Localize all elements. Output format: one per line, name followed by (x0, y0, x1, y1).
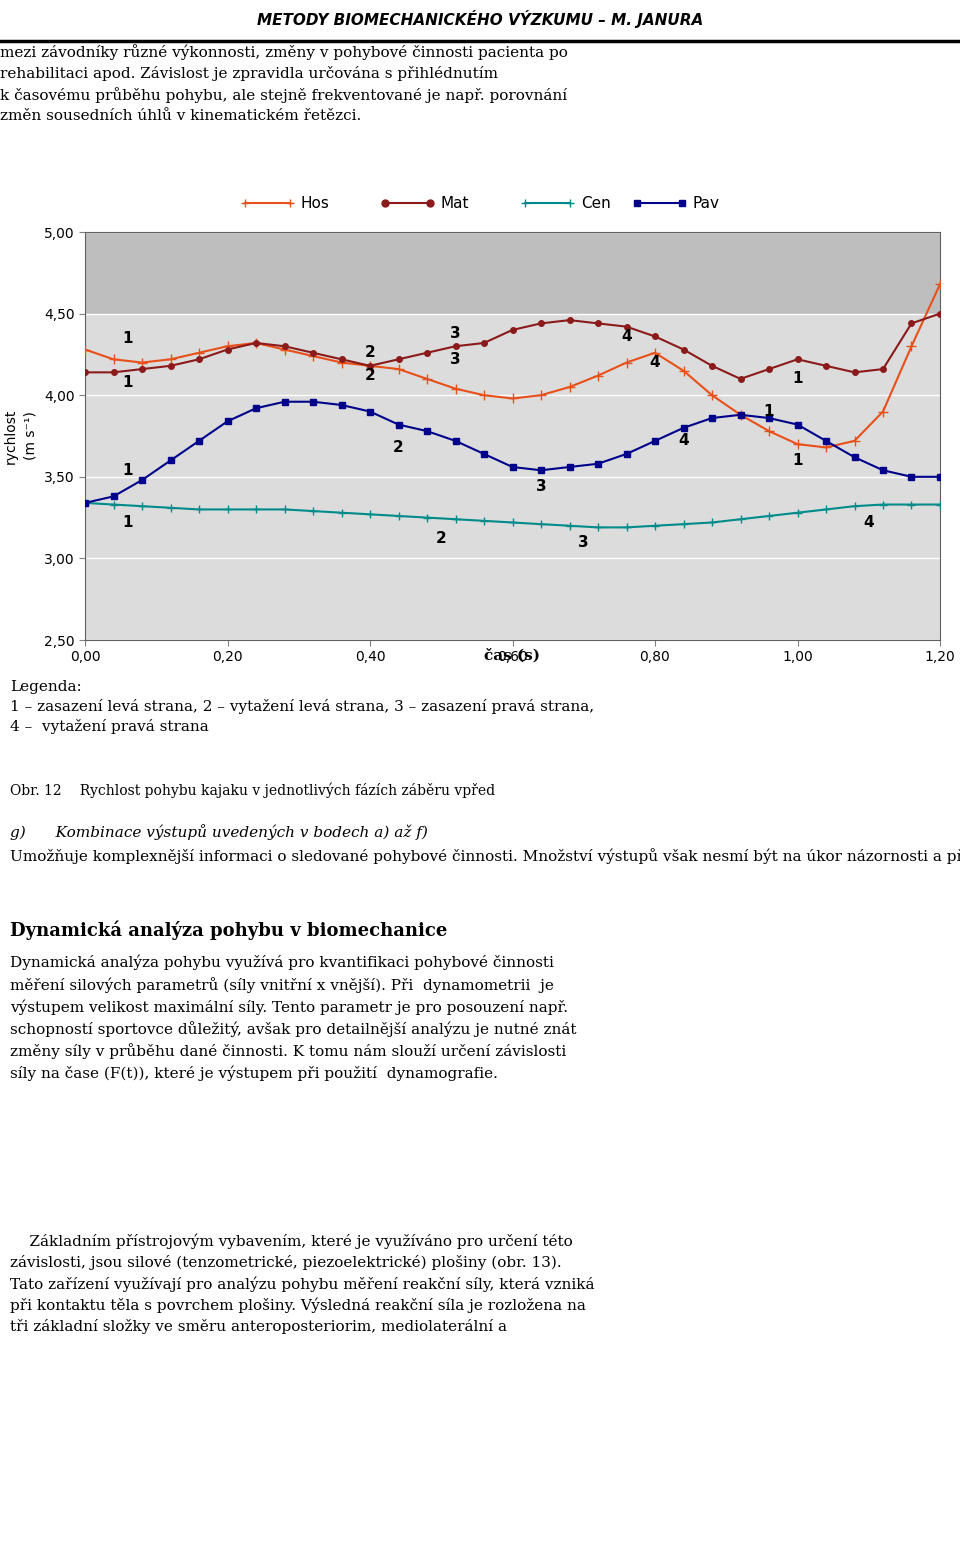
Text: Mat: Mat (441, 196, 469, 210)
Text: 2: 2 (436, 531, 446, 546)
Text: 3: 3 (450, 352, 461, 367)
Bar (85, 231, 940, 313)
Text: Dynamická analýza pohybu v biomechanice: Dynamická analýza pohybu v biomechanice (10, 920, 447, 940)
Text: 4: 4 (621, 329, 632, 344)
Text: 2: 2 (365, 369, 375, 383)
Text: čas (s): čas (s) (485, 648, 540, 662)
Text: 3: 3 (536, 478, 546, 494)
Text: Obr. 12  Rychlost pohybu kajaku v jednotlivých fázích záběru vpřed: Obr. 12 Rychlost pohybu kajaku v jednotl… (10, 782, 495, 798)
Text: 4: 4 (650, 355, 660, 370)
Text: g)    Kombinace výstupů uvedených v bodech a) až f): g) Kombinace výstupů uvedených v bodech … (10, 824, 428, 841)
Text: mezi závodníky různé výkonnosti, změny v pohybové činnosti pacienta po
rehabilit: mezi závodníky různé výkonnosti, změny v… (0, 45, 568, 123)
Text: 1: 1 (792, 372, 803, 386)
Text: Umožňuje komplexnější informaci o sledované pohybové činnosti. Množství výstupů : Umožňuje komplexnější informaci o sledov… (10, 849, 960, 864)
Text: Cen: Cen (581, 196, 611, 210)
Text: 1: 1 (123, 515, 133, 529)
Text: 1: 1 (123, 330, 133, 346)
Text: 1: 1 (123, 375, 133, 390)
Text: Legenda:
1 – zasazení levá strana, 2 – vytažení levá strana, 3 – zasazení pravá : Legenda: 1 – zasazení levá strana, 2 – v… (10, 680, 594, 733)
Text: 2: 2 (394, 440, 404, 455)
Text: METODY BIOMECHANICKÉHO VÝZKUMU – M. JANURA: METODY BIOMECHANICKÉHO VÝZKUMU – M. JANU… (257, 9, 703, 28)
Text: 4: 4 (863, 515, 874, 529)
Bar (85, 313, 940, 640)
Text: 1: 1 (123, 463, 133, 478)
Text: 4: 4 (678, 434, 689, 449)
Text: Základním přístrojovým vybavením, které je využíváno pro určení této
závislosti,: Základním přístrojovým vybavením, které … (10, 1233, 594, 1335)
Y-axis label: rychlost
(m s⁻¹): rychlost (m s⁻¹) (4, 409, 37, 464)
Text: 3: 3 (450, 326, 461, 341)
Text: Hos: Hos (300, 196, 329, 210)
Text: Pav: Pav (693, 196, 720, 210)
Text: 2: 2 (365, 346, 375, 360)
Text: 3: 3 (579, 534, 589, 549)
Text: 1: 1 (792, 454, 803, 468)
Text: Dynamická analýza pohybu využívá pro kvantifikaci pohybové činnosti
měření silov: Dynamická analýza pohybu využívá pro kva… (10, 955, 577, 1082)
Text: 1: 1 (764, 404, 775, 420)
